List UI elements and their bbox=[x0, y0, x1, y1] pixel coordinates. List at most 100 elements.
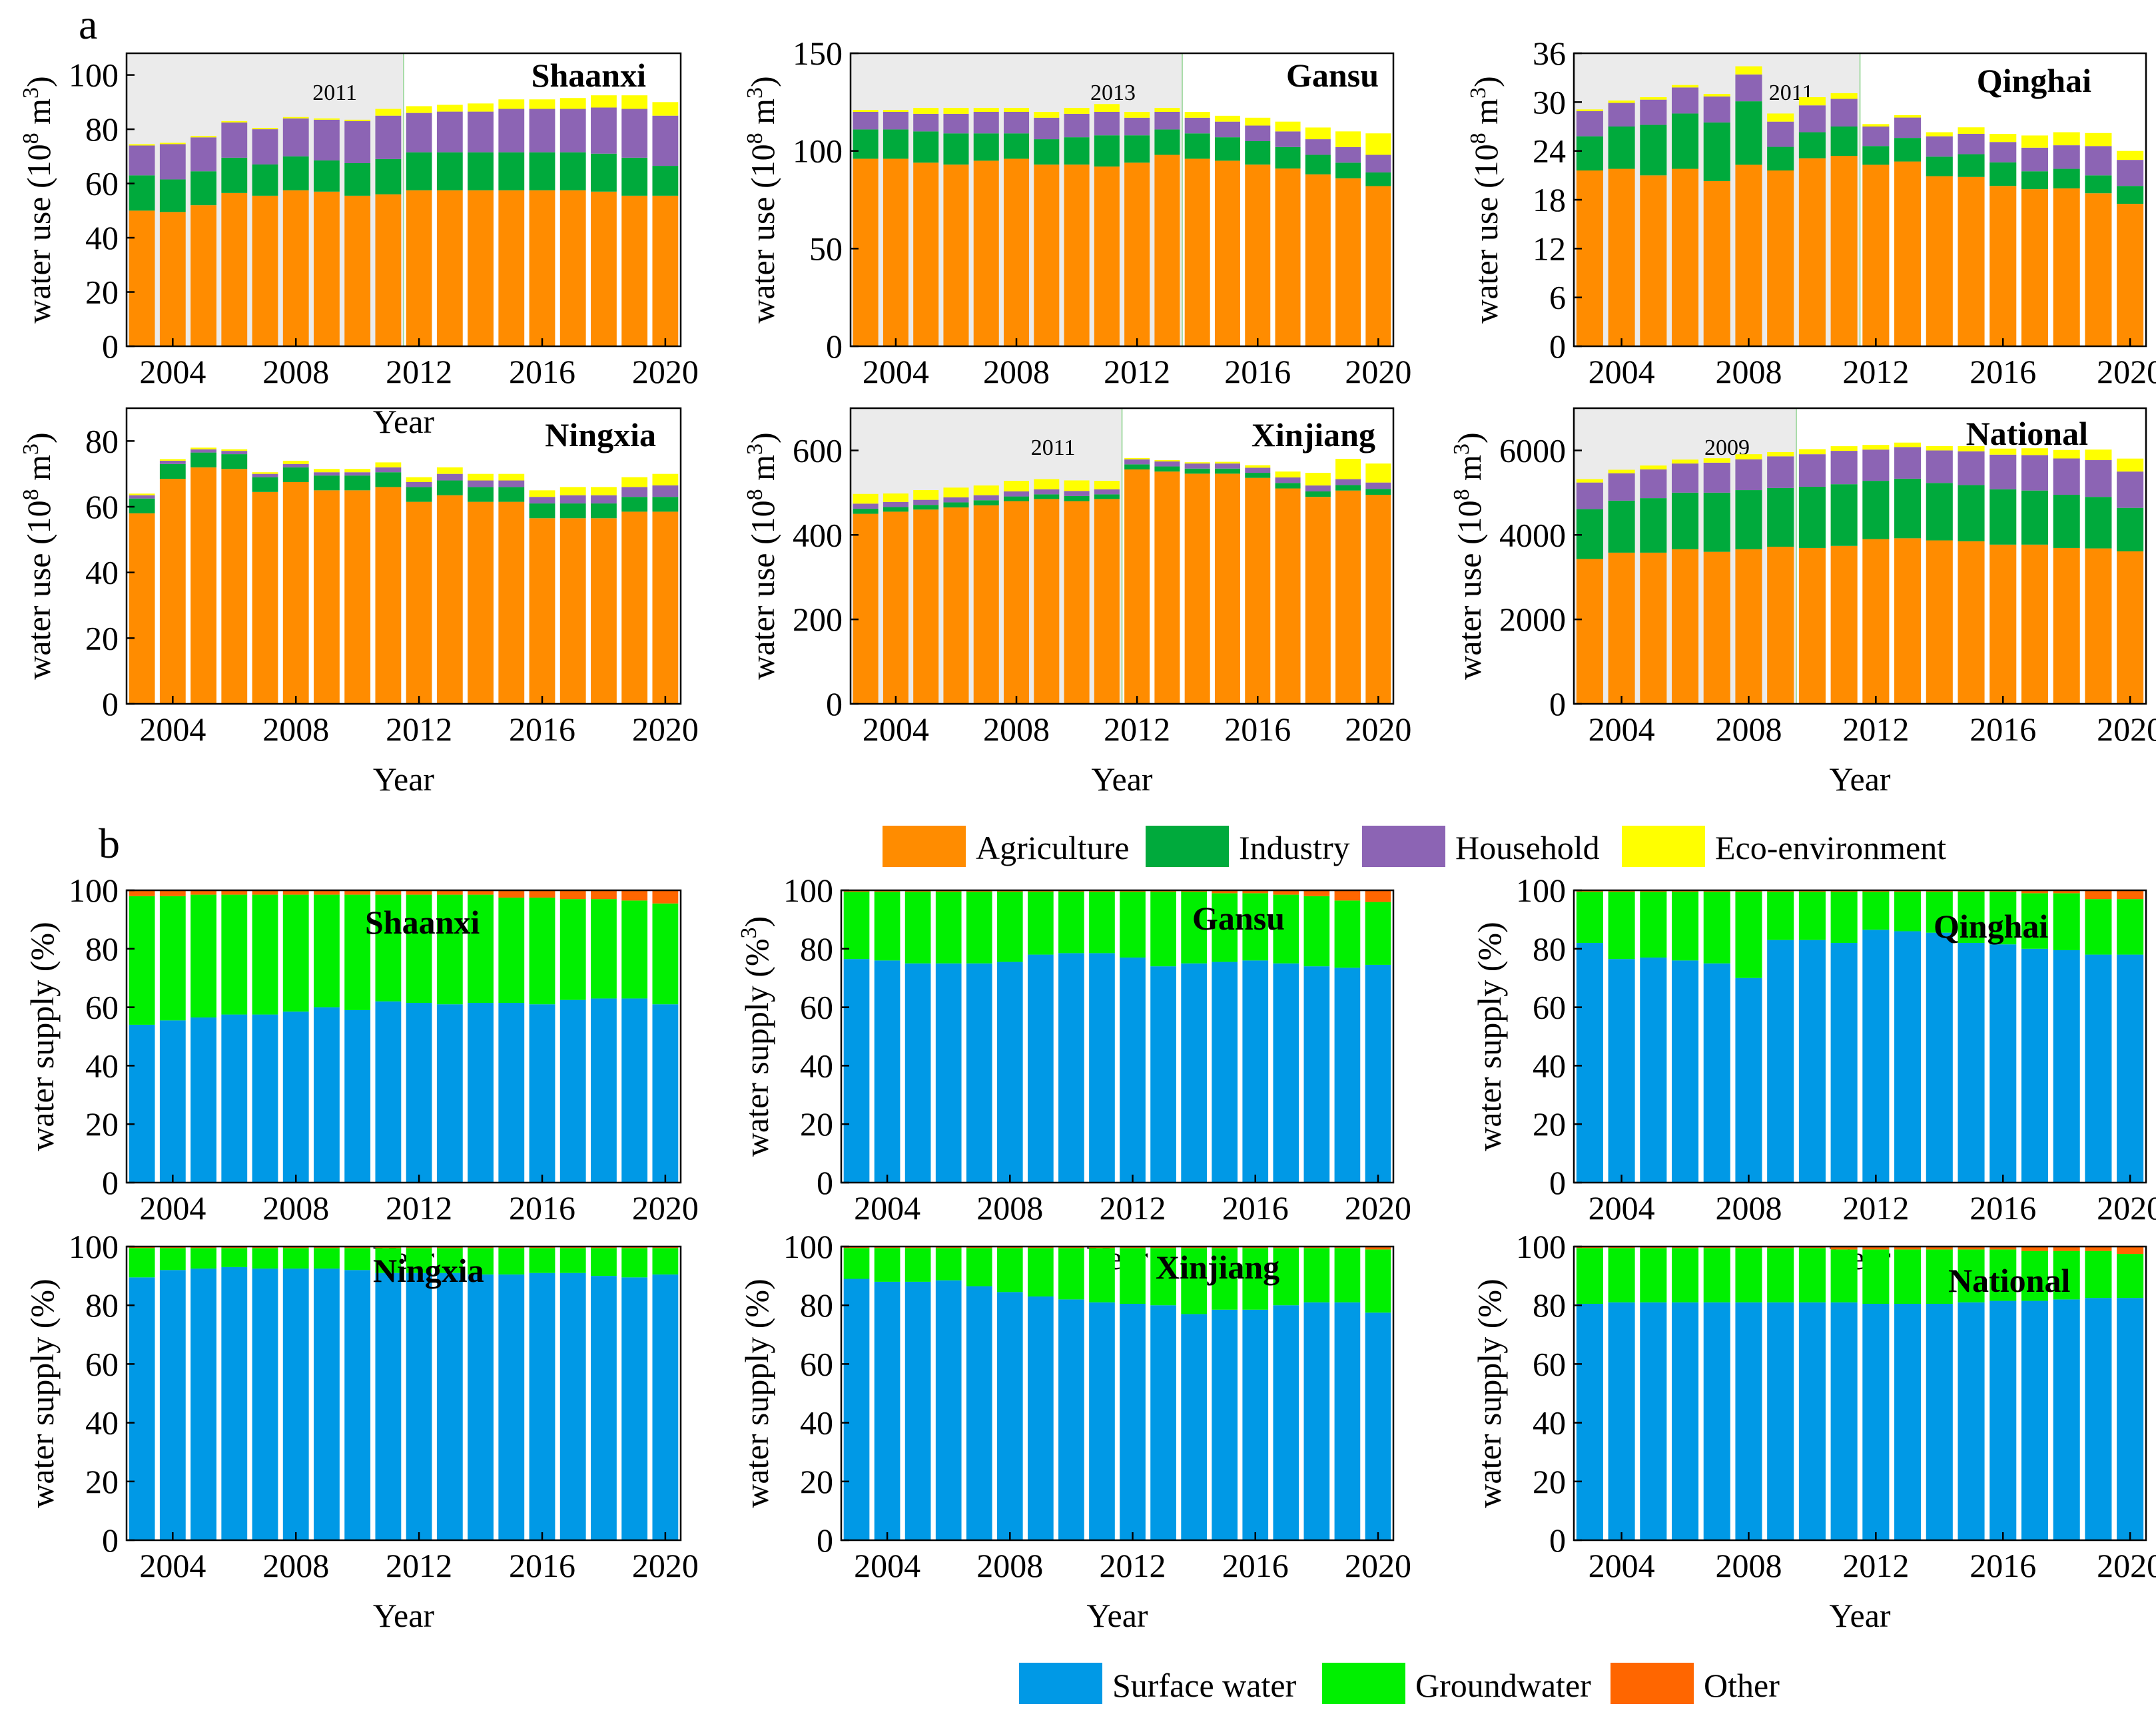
bar-eco-environment-2012 bbox=[1862, 445, 1890, 450]
bar-industry-2019 bbox=[2085, 175, 2112, 194]
y-tick-label: 0 bbox=[1549, 1522, 1566, 1559]
bar-other-2015 bbox=[1958, 1247, 1985, 1250]
bar-eco-environment-2003 bbox=[853, 110, 879, 112]
bar-groundwater-2017 bbox=[2021, 1251, 2049, 1301]
x-tick-label: 2012 bbox=[1842, 353, 1909, 390]
bar-eco-environment-2004 bbox=[159, 143, 186, 144]
bar-surface-water-2018 bbox=[591, 1276, 617, 1540]
bar-groundwater-2018 bbox=[591, 899, 617, 999]
bar-other-2007 bbox=[252, 890, 278, 895]
bar-surface-water-2009 bbox=[1767, 940, 1794, 1183]
y-label-end: ) bbox=[738, 916, 775, 928]
bar-agriculture-2019 bbox=[1335, 490, 1361, 704]
x-tick-label: 2020 bbox=[632, 1547, 699, 1584]
bar-eco-environment-2008 bbox=[1735, 66, 1762, 75]
bar-agriculture-2019 bbox=[1335, 178, 1361, 346]
bar-household-2014 bbox=[1184, 117, 1210, 134]
bar-surface-water-2011 bbox=[375, 1001, 402, 1183]
bar-groundwater-2007 bbox=[252, 894, 278, 1015]
y-tick-label: 150 bbox=[793, 35, 843, 72]
bar-household-2013 bbox=[1894, 117, 1922, 139]
bar-agriculture-2011 bbox=[1094, 166, 1120, 346]
y-axis-label: water supply (%) bbox=[1471, 922, 1508, 1151]
bar-industry-2013 bbox=[1894, 138, 1922, 162]
bar-groundwater-2016 bbox=[1989, 892, 2017, 945]
x-tick-label: 2012 bbox=[1104, 711, 1170, 748]
bar-industry-2007 bbox=[1703, 122, 1730, 181]
plot-frame bbox=[849, 407, 1395, 705]
bar-eco-environment-2015 bbox=[1958, 445, 1985, 451]
x-tick-label: 2004 bbox=[1589, 1189, 1655, 1227]
bar-industry-2014 bbox=[468, 487, 494, 502]
bar-other-2018 bbox=[2053, 1247, 2080, 1251]
bar-groundwater-2011 bbox=[1089, 1248, 1115, 1302]
bar-eco-environment-2012 bbox=[1862, 124, 1890, 127]
bar-groundwater-2014 bbox=[468, 894, 494, 1003]
bar-industry-2009 bbox=[314, 475, 340, 491]
bar-surface-water-2014 bbox=[1181, 963, 1207, 1183]
bar-industry-2016 bbox=[1245, 141, 1271, 165]
bar-household-2009 bbox=[1767, 121, 1794, 147]
bar-household-2018 bbox=[591, 495, 617, 504]
bar-industry-2005 bbox=[1640, 498, 1667, 553]
bar-surface-water-2017 bbox=[2021, 1300, 2049, 1540]
bar-surface-water-2007 bbox=[252, 1269, 278, 1540]
bar-groundwater-2011 bbox=[1089, 892, 1115, 954]
y-tick-label: 80 bbox=[800, 930, 833, 968]
y-tick-label: 2000 bbox=[1499, 601, 1566, 638]
bar-surface-water-2010 bbox=[1798, 940, 1826, 1183]
y-tick-label: 60 bbox=[1533, 989, 1566, 1026]
shaded-period-label: 2011 bbox=[1031, 435, 1076, 460]
bar-eco-environment-2018 bbox=[2053, 449, 2080, 459]
bar-agriculture-2012 bbox=[1862, 539, 1890, 704]
bar-eco-environment-2016 bbox=[529, 490, 555, 497]
bar-agriculture-2016 bbox=[529, 518, 555, 704]
bar-agriculture-2012 bbox=[1124, 162, 1150, 346]
bar-groundwater-2003 bbox=[843, 1248, 870, 1279]
bar-agriculture-2005 bbox=[190, 467, 216, 704]
bar-eco-environment-2015 bbox=[1958, 127, 1985, 134]
bar-household-2020 bbox=[652, 485, 679, 497]
bar-agriculture-2017 bbox=[2021, 544, 2049, 704]
bar-eco-environment-2006 bbox=[1671, 459, 1699, 464]
bar-agriculture-2007 bbox=[1703, 180, 1730, 346]
bar-eco-environment-2017 bbox=[1275, 471, 1301, 478]
bar-household-2018 bbox=[1305, 485, 1331, 491]
bar-surface-water-2016 bbox=[529, 1004, 555, 1183]
y-tick-label: 40 bbox=[85, 1047, 119, 1084]
bar-agriculture-2016 bbox=[1989, 186, 2017, 346]
y-axis-label: water use (108 m3) bbox=[19, 432, 57, 679]
y-tick-label: 4000 bbox=[1499, 516, 1566, 553]
chart-a-ningxia: 0 20 40 60 80 2004 2008 2012 2016 2020 Year water u… bbox=[19, 407, 699, 798]
bar-industry-2009 bbox=[1767, 146, 1794, 170]
bar-eco-environment-2009 bbox=[1767, 451, 1794, 457]
bar-agriculture-2011 bbox=[1830, 545, 1858, 704]
bar-surface-water-2010 bbox=[344, 1009, 371, 1183]
y-tick-label: 0 bbox=[102, 1164, 119, 1201]
x-axis-label: Year bbox=[1086, 1597, 1148, 1634]
bar-agriculture-2003 bbox=[129, 513, 155, 704]
bar-agriculture-2013 bbox=[436, 495, 463, 704]
bar-eco-environment-2011 bbox=[1094, 104, 1120, 112]
legend-label: Surface water bbox=[1112, 1667, 1297, 1704]
bar-groundwater-2018 bbox=[2053, 893, 2080, 950]
bar-eco-environment-2005 bbox=[190, 447, 216, 449]
bar-surface-water-2013 bbox=[1894, 931, 1922, 1183]
bar-surface-water-2004 bbox=[159, 1020, 186, 1183]
bar-surface-water-2019 bbox=[621, 1277, 648, 1540]
x-tick-label: 2012 bbox=[1100, 1189, 1166, 1227]
bar-household-2016 bbox=[1989, 142, 2017, 162]
chart-title: Xinjiang bbox=[1156, 1249, 1279, 1286]
bar-agriculture-2013 bbox=[436, 190, 463, 346]
bar-industry-2020 bbox=[652, 497, 679, 512]
chart-title: Ningxia bbox=[545, 416, 656, 453]
bar-surface-water-2017 bbox=[1273, 963, 1299, 1183]
bar-other-2016 bbox=[529, 890, 555, 898]
y-tick-label: 20 bbox=[85, 1463, 119, 1500]
bar-agriculture-2017 bbox=[2021, 189, 2049, 346]
bar-surface-water-2017 bbox=[559, 1000, 586, 1183]
bar-groundwater-2012 bbox=[1120, 1248, 1146, 1304]
bar-other-2020 bbox=[1365, 1247, 1391, 1250]
bar-eco-environment-2005 bbox=[190, 136, 216, 138]
bar-agriculture-2015 bbox=[1958, 541, 1985, 704]
